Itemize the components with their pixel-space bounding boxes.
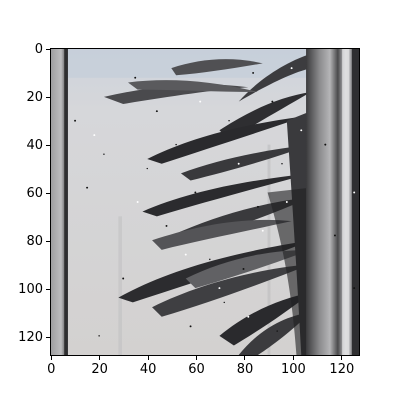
x-tick-mark [292, 356, 294, 360]
y-tick-label: 60 [26, 186, 43, 202]
x-tick-label: 100 [280, 362, 306, 377]
palm-fronds [103, 53, 311, 355]
y-tick-mark [46, 241, 50, 243]
y-tick-label: 100 [18, 282, 43, 298]
right-frame [306, 49, 359, 355]
frond [142, 173, 311, 217]
frond [147, 115, 307, 164]
x-tick-label: 60 [188, 362, 205, 377]
y-tick-mark [46, 193, 50, 195]
y-tick-label: 20 [26, 89, 43, 105]
x-tick-label: 40 [139, 362, 157, 377]
noise-speckles [74, 71, 356, 337]
x-tick-mark [341, 356, 343, 360]
frond [171, 59, 263, 76]
x-tick-mark [50, 356, 52, 360]
photo-image [51, 49, 359, 355]
x-tick-label: 20 [91, 362, 108, 377]
left-frame [51, 49, 68, 355]
y-tick-label: 0 [34, 41, 43, 57]
y-tick-mark [46, 337, 50, 339]
y-tick-mark [46, 48, 50, 50]
frond [238, 53, 311, 102]
y-tick-label: 80 [26, 234, 43, 250]
x-tick-label: 0 [47, 362, 56, 377]
x-tick-label: 120 [329, 362, 355, 377]
y-tick-mark [46, 96, 50, 98]
frond-shadow [267, 187, 311, 355]
frond [128, 80, 258, 93]
x-tick-mark [196, 356, 198, 360]
frond [180, 144, 311, 181]
x-tick-label: 80 [236, 362, 254, 377]
frond [238, 311, 311, 355]
x-tick-mark [147, 356, 149, 360]
left-frame-edge [64, 49, 68, 355]
y-tick-label: 120 [18, 330, 43, 346]
image-axes [50, 48, 360, 356]
frond [185, 249, 311, 289]
y-tick-label: 40 [26, 137, 43, 153]
y-tick-mark [46, 144, 50, 146]
x-tick-mark [244, 356, 246, 360]
x-tick-mark [99, 356, 101, 360]
frond [152, 264, 311, 317]
y-tick-mark [46, 289, 50, 291]
frond [219, 292, 311, 346]
frond [152, 219, 292, 250]
